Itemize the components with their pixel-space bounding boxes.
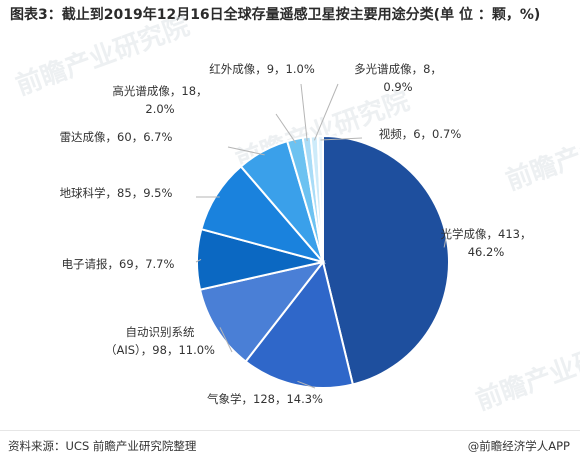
slice-label: 自动识别系统（AIS），98，11.0% xyxy=(105,325,215,357)
leader-line xyxy=(275,113,297,144)
footer-divider xyxy=(0,430,580,431)
leader-line xyxy=(313,83,339,141)
leader-line xyxy=(320,137,363,141)
slice-label: 电子请报，69，7.7% xyxy=(62,257,175,271)
brand-credit: @前瞻经济学人APP xyxy=(467,439,570,453)
pie-slice xyxy=(316,134,324,263)
leader-line xyxy=(195,258,202,263)
watermark-text: 前瞻产业研究院 xyxy=(502,105,580,196)
leader-line xyxy=(219,327,233,353)
watermark-text: 前瞻产业研究院 xyxy=(472,325,580,416)
slice-label: 地球科学，85，9.5% xyxy=(60,186,173,200)
leader-line xyxy=(297,380,316,389)
slice-label: 雷达成像，60，6.7% xyxy=(60,130,173,144)
slice-label: 红外成像，9，1.0% xyxy=(209,62,315,76)
pie-slice xyxy=(244,259,355,389)
slice-label: 高光谱成像，18， 2.0% xyxy=(112,84,207,116)
leader-line xyxy=(300,83,308,142)
slice-label: 气象学，128，14.3% xyxy=(207,392,323,406)
pie-slice xyxy=(200,165,326,264)
pie-slice xyxy=(322,134,450,386)
slice-label: 光学成像，413， 46.2% xyxy=(441,227,532,259)
source-note: 资料来源：UCS 前瞻产业研究院整理 xyxy=(8,439,197,453)
slice-labels: 光学成像，413， 46.2% 气象学，128，14.3% 自动识别系统（AIS），9… xyxy=(60,62,532,406)
leader-lines xyxy=(195,83,447,389)
pie-chart: 前瞻产业研究院前瞻产业研究院前瞻产业研究院前瞻产业研究院前瞻产业研究院 光学成像… xyxy=(12,10,580,416)
leader-line xyxy=(227,146,265,156)
slice-label: 多光谱成像，8， 0.9% xyxy=(354,62,442,94)
chart-title: 图表3：截止到2019年12月16日全球存量遥感卫星按主要用途分类(单 位 ：颗… xyxy=(10,7,541,23)
pie-slice xyxy=(198,260,326,363)
pie-slices xyxy=(196,134,450,389)
leader-line xyxy=(443,237,447,248)
slice-label: 视频，6，0.7% xyxy=(379,127,462,141)
